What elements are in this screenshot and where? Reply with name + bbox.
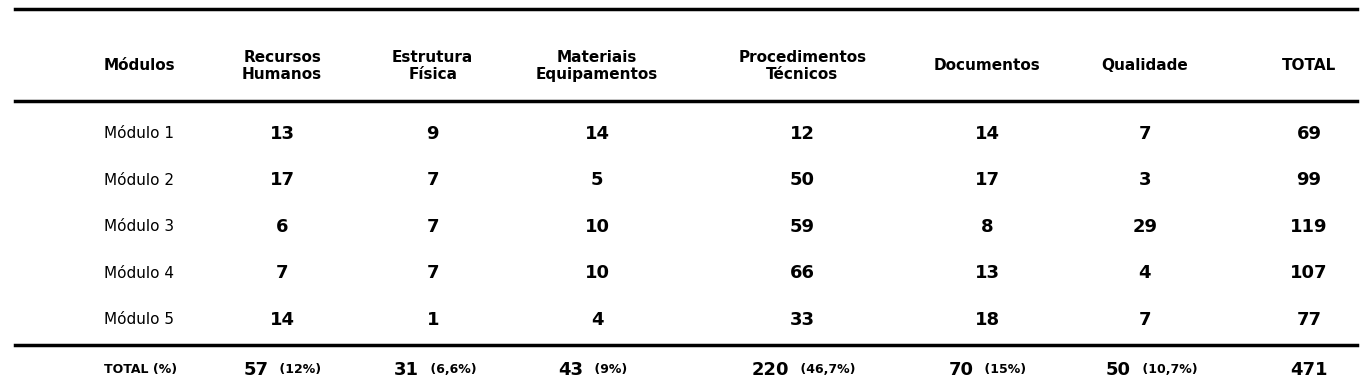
- Text: 8: 8: [981, 218, 993, 235]
- Text: (9%): (9%): [590, 363, 627, 376]
- Text: 18: 18: [974, 311, 1000, 328]
- Text: 14: 14: [974, 125, 1000, 143]
- Text: 10: 10: [584, 264, 609, 282]
- Text: 59: 59: [790, 218, 815, 235]
- Text: 70: 70: [948, 361, 974, 378]
- Text: (10,7%): (10,7%): [1137, 363, 1198, 376]
- Text: 57: 57: [243, 361, 269, 378]
- Text: Procedimentos
Técnicos: Procedimentos Técnicos: [738, 50, 867, 82]
- Text: 4: 4: [1139, 264, 1151, 282]
- Text: 77: 77: [1297, 311, 1321, 328]
- Text: (46,7%): (46,7%): [796, 363, 855, 376]
- Text: 17: 17: [269, 171, 295, 189]
- Text: (15%): (15%): [981, 363, 1026, 376]
- Text: Módulo 3: Módulo 3: [104, 219, 174, 234]
- Text: 3: 3: [1139, 171, 1151, 189]
- Text: TOTAL: TOTAL: [1281, 58, 1336, 73]
- Text: 5: 5: [591, 171, 604, 189]
- Text: 31: 31: [394, 361, 418, 378]
- Text: 12: 12: [790, 125, 815, 143]
- Text: 7: 7: [1139, 125, 1151, 143]
- Text: 14: 14: [584, 125, 609, 143]
- Text: Estrutura
Física: Estrutura Física: [392, 50, 473, 82]
- Text: 220: 220: [752, 361, 789, 378]
- Text: 17: 17: [974, 171, 1000, 189]
- Text: 50: 50: [790, 171, 815, 189]
- Text: 7: 7: [427, 264, 439, 282]
- Text: 6: 6: [276, 218, 288, 235]
- Text: Materiais
Equipamentos: Materiais Equipamentos: [536, 50, 659, 82]
- Text: 107: 107: [1290, 264, 1328, 282]
- Text: 29: 29: [1132, 218, 1157, 235]
- Text: 99: 99: [1297, 171, 1321, 189]
- Text: Documentos: Documentos: [934, 58, 1040, 73]
- Text: 9: 9: [427, 125, 439, 143]
- Text: Módulo 4: Módulo 4: [104, 266, 174, 280]
- Text: Módulo 2: Módulo 2: [104, 173, 174, 187]
- Text: 4: 4: [591, 311, 604, 328]
- Text: Qualidade: Qualidade: [1102, 58, 1188, 73]
- Text: 69: 69: [1297, 125, 1321, 143]
- Text: 7: 7: [427, 218, 439, 235]
- Text: 50: 50: [1106, 361, 1131, 378]
- Text: 14: 14: [269, 311, 295, 328]
- Text: 1: 1: [427, 311, 439, 328]
- Text: 13: 13: [974, 264, 1000, 282]
- Text: (12%): (12%): [276, 363, 321, 376]
- Text: 10: 10: [584, 218, 609, 235]
- Text: 119: 119: [1290, 218, 1328, 235]
- Text: 471: 471: [1290, 361, 1328, 378]
- Text: 7: 7: [1139, 311, 1151, 328]
- Text: 7: 7: [276, 264, 288, 282]
- Text: 66: 66: [790, 264, 815, 282]
- Text: Recursos
Humanos: Recursos Humanos: [241, 50, 322, 82]
- Text: 7: 7: [427, 171, 439, 189]
- Text: TOTAL (%): TOTAL (%): [104, 363, 177, 376]
- Text: Módulos: Módulos: [104, 58, 176, 73]
- Text: Módulo 5: Módulo 5: [104, 312, 174, 327]
- Text: (6,6%): (6,6%): [425, 363, 476, 376]
- Text: Módulo 1: Módulo 1: [104, 126, 174, 141]
- Text: 13: 13: [269, 125, 295, 143]
- Text: 43: 43: [558, 361, 583, 378]
- Text: 33: 33: [790, 311, 815, 328]
